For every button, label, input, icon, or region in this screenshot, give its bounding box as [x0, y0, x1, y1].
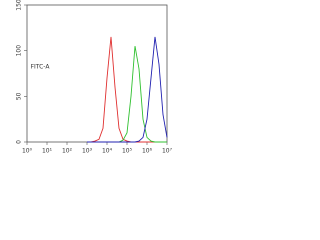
- histogram-line: [87, 36, 168, 143]
- histogram-line: [87, 36, 167, 143]
- histogram-line: [87, 46, 167, 143]
- plot-frame: [26, 4, 168, 143]
- y-tick-label: 100: [16, 45, 23, 57]
- x-tick-label: 10¹: [42, 148, 53, 155]
- chart: FITC-A 10⁰ 10¹ 10² 10³ 10⁴ 10⁵ 10⁶ 10⁷ 0 50 100 150: [16, 0, 173, 155]
- x-tick-label: 10⁴: [102, 148, 113, 155]
- x-tick-label: 10⁵: [122, 148, 133, 155]
- x-axis-label: FITC-A: [31, 64, 51, 71]
- x-tick-label: 10⁶: [142, 148, 153, 155]
- x-tick-label: 10³: [82, 148, 93, 155]
- x-tick-label: 10⁰: [22, 148, 33, 155]
- y-tick-label: 0: [16, 140, 23, 144]
- x-tick-label: 10⁷: [162, 148, 173, 155]
- x-tick-label: 10²: [62, 148, 73, 155]
- y-tick-label: 150: [16, 0, 23, 11]
- y-tick-label: 50: [16, 92, 23, 100]
